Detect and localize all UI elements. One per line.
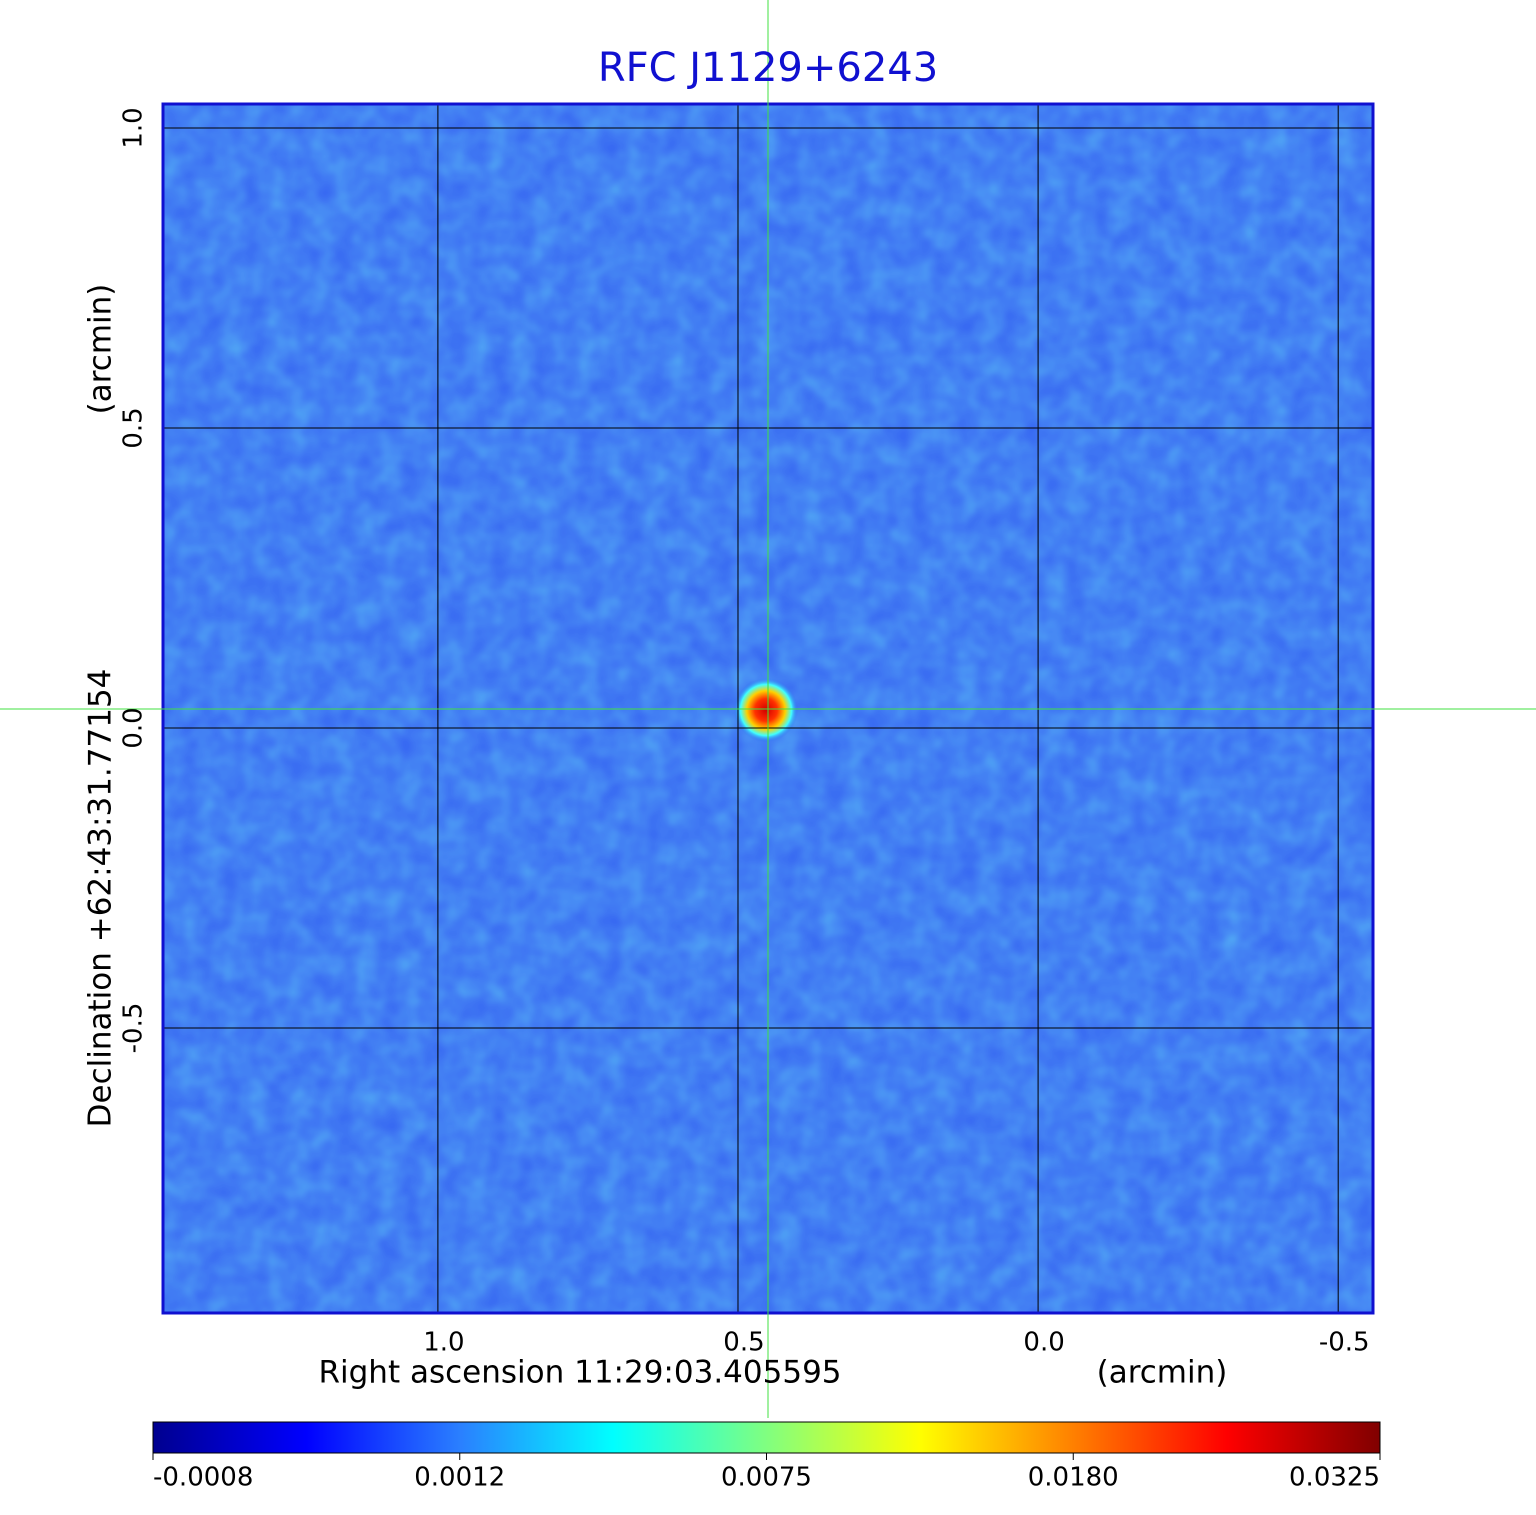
y-tick-label: 0.0	[119, 707, 149, 748]
y-tick-label: 0.5	[119, 407, 149, 448]
colorbar	[152, 1421, 1381, 1454]
y-tick-label: -0.5	[119, 1003, 149, 1054]
x-axis-label: Right ascension 11:29:03.405595	[318, 1355, 841, 1391]
colorbar-tick-label: -0.0008	[153, 1463, 253, 1493]
x-axis-unit: (arcmin)	[1097, 1355, 1228, 1391]
x-tick-label: 0.0	[1023, 1328, 1064, 1358]
chart-title: RFC J1129+6243	[598, 45, 938, 91]
source	[734, 678, 798, 742]
colorbar-tick-label: 0.0325	[1289, 1463, 1380, 1493]
colorbar-tick-label: 0.0180	[1028, 1463, 1119, 1493]
colorbar-tick-label: 0.0012	[414, 1463, 505, 1493]
y-axis-label: Declination +62:43:31.77154	[83, 669, 119, 1128]
x-tick-label: -0.5	[1319, 1328, 1370, 1358]
y-tick-label: 1.0	[119, 107, 149, 148]
colorbar-tick-label: 0.0075	[721, 1463, 812, 1493]
x-tick-label: 1.0	[423, 1328, 464, 1358]
x-tick-label: 0.5	[723, 1328, 764, 1358]
y-axis-unit: (arcmin)	[83, 284, 119, 415]
